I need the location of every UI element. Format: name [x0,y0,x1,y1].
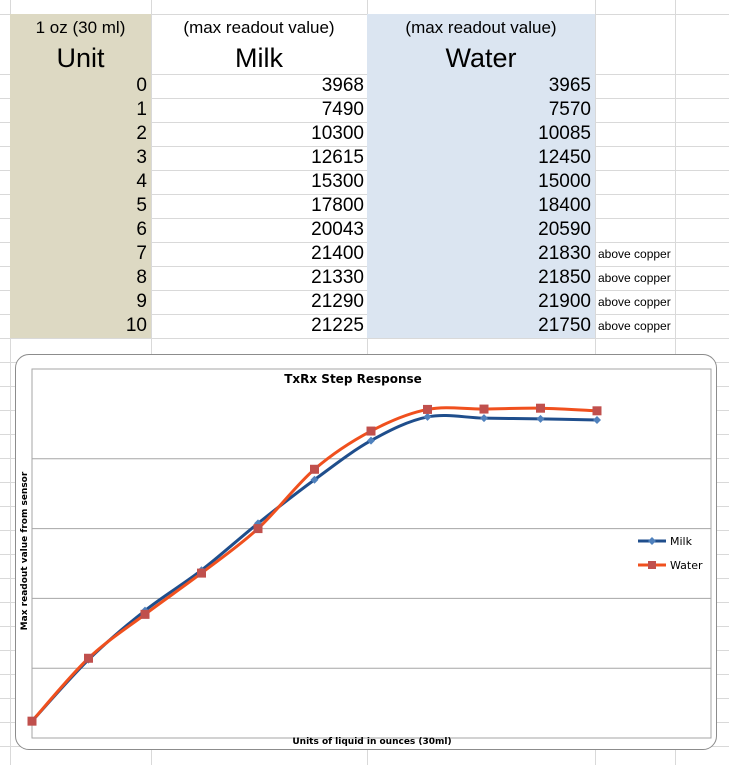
milk-data-point[interactable] [593,415,601,424]
unit-cell[interactable]: 6 [136,219,147,240]
milk-data-point[interactable] [310,475,319,484]
milk-cell[interactable]: 10300 [311,123,364,144]
milk-data-point[interactable] [536,414,545,423]
milk-cell[interactable]: 17800 [311,195,364,216]
unit-column-fill [10,14,151,338]
water-column-fill [367,14,595,338]
water-cell[interactable]: 21750 [538,315,591,336]
grid-row-line [0,122,729,123]
water-data-point[interactable] [253,524,263,534]
grid-row-line [0,314,729,315]
milk-cell[interactable]: 21330 [311,267,364,288]
grid-row-line [0,74,729,75]
unit-cell[interactable]: 5 [136,195,147,216]
water-subheader[interactable]: (max readout value) [405,18,557,37]
milk-data-point[interactable] [423,412,432,421]
grid-row-line [0,146,729,147]
milk-cell[interactable]: 12615 [311,147,364,168]
legend-swatch-marker [648,561,656,569]
milk-cell[interactable]: 7490 [321,99,364,120]
unit-subheader[interactable]: 1 oz (30 ml) [35,18,126,37]
water-header[interactable]: Water [445,43,517,73]
plot-area-border [31,368,712,739]
water-data-point[interactable] [140,609,150,619]
milk-data-point[interactable] [480,414,488,423]
unit-cell[interactable]: 7 [136,243,147,264]
series-layer [27,403,602,726]
milk-header[interactable]: Milk [235,43,283,73]
water-series-line[interactable] [30,406,598,723]
unit-cell[interactable]: 8 [136,267,147,288]
grid-row-line [0,14,729,15]
grid-col-line [10,0,11,765]
unit-cell[interactable]: 1 [136,99,147,120]
milk-cell[interactable]: 21290 [311,291,364,312]
water-cell[interactable]: 7570 [548,99,591,120]
unit-cell[interactable]: 9 [136,291,147,312]
water-cell[interactable]: 18400 [538,195,591,216]
unit-header[interactable]: Unit [56,43,105,73]
note-cell[interactable]: above copper [598,319,671,333]
grid-row-line [0,242,729,243]
legend-swatch-marker [648,537,656,545]
grid-row-line [0,266,729,267]
milk-data-point[interactable] [367,436,375,445]
note-cell[interactable]: above copper [598,247,671,261]
unit-cell[interactable]: 2 [136,123,147,144]
unit-cell[interactable]: 0 [136,75,147,96]
chart-legend[interactable]: Milk Water [638,535,703,572]
milk-cell[interactable]: 3968 [321,75,364,96]
grid-row-line [0,98,729,99]
water-cell[interactable]: 20590 [538,219,591,240]
legend-label-milk: Milk [670,535,693,548]
chart-container[interactable]: TxRx Step Response Units of liquid in ou… [15,354,717,750]
unit-cell[interactable]: 4 [136,171,147,192]
grid-row-line [0,338,729,339]
water-cell[interactable]: 21900 [538,291,591,312]
water-data-point[interactable] [536,403,545,413]
milk-cell[interactable]: 15300 [311,171,364,192]
grid-row-line [0,290,729,291]
grid-row-line [0,218,729,219]
y-axis-label: Max readout value from sensor [20,471,30,630]
water-cell[interactable]: 12450 [538,147,591,168]
water-data-point[interactable] [310,464,319,474]
grid-row-line [0,170,729,171]
note-cell[interactable]: above copper [598,271,671,285]
legend-label-water: Water [670,559,703,572]
water-cell[interactable]: 21830 [538,243,591,264]
gridlines [32,458,711,669]
water-data-point[interactable] [197,568,206,578]
water-cell[interactable]: 21850 [538,267,591,288]
milk-cell[interactable]: 21225 [311,315,364,336]
water-data-point[interactable] [479,404,489,414]
water-data-point[interactable] [366,426,376,436]
milk-cell[interactable]: 20043 [311,219,364,240]
water-cell[interactable]: 3965 [548,75,591,96]
milk-cell[interactable]: 21400 [311,243,364,264]
chart-svg: TxRx Step Response Units of liquid in ou… [20,368,712,747]
water-cell[interactable]: 10085 [538,123,591,144]
water-data-point[interactable] [84,653,93,663]
milk-series-line[interactable] [30,413,598,723]
unit-cell[interactable]: 10 [125,315,147,336]
water-data-point[interactable] [592,406,602,416]
milk-subheader[interactable]: (max readout value) [183,18,335,37]
water-cell[interactable]: 15000 [538,171,591,192]
x-axis-label: Units of liquid in ounces (30ml) [292,737,451,747]
note-cell[interactable]: above copper [598,295,671,309]
unit-cell[interactable]: 3 [136,147,147,168]
chart-title: TxRx Step Response [284,372,422,386]
water-data-point[interactable] [423,404,432,414]
grid-row-line [0,194,729,195]
water-data-point[interactable] [27,716,37,726]
